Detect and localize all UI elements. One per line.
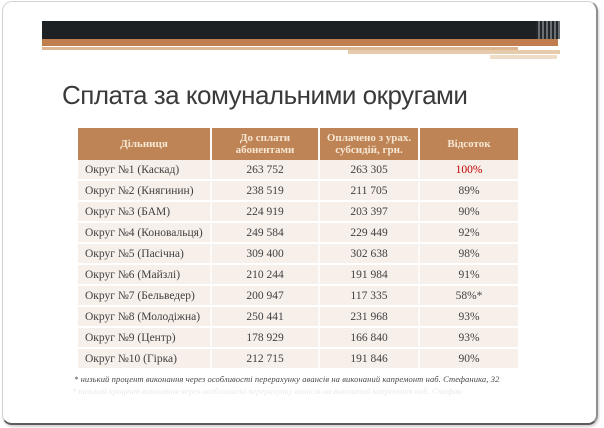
header-due: До сплати абонентами [212, 128, 320, 160]
banner-tan-stripe-1 [42, 47, 518, 50]
banner-stripe-accent [536, 21, 560, 39]
due-cell: 263 752 [212, 160, 320, 179]
due-cell: 309 400 [212, 244, 320, 263]
due-cell: 212 715 [212, 349, 320, 368]
due-cell: 210 244 [212, 265, 320, 284]
district-cell: Округ №9 (Центр) [78, 328, 212, 347]
paid-cell: 117 335 [320, 286, 420, 305]
percent-cell: 98% [458, 247, 480, 260]
due-cell: 224 919 [212, 202, 320, 221]
due-cell: 249 584 [212, 223, 320, 242]
district-cell: Округ №2 (Княгинин) [78, 181, 212, 200]
due-cell: 178 929 [212, 328, 320, 347]
paid-cell: 229 449 [320, 223, 420, 242]
banner-orange-bar [42, 39, 558, 46]
due-cell: 200 947 [212, 286, 320, 305]
table-body: Округ №1 (Каскад) 263 752 263 305 100% Округ… [78, 160, 518, 370]
district-cell: Округ №4 (Коновальця) [78, 223, 212, 242]
paid-cell: 263 305 [320, 160, 420, 179]
table-row: Округ №1 (Каскад) 263 752 263 305 100% [78, 160, 518, 181]
table-row: Округ №3 (БАМ) 224 919 203 397 90% [78, 202, 518, 223]
district-cell: Округ №6 (Майзлі) [78, 265, 212, 284]
banner-black-bar [42, 21, 553, 39]
percent-cell: 93% [458, 331, 480, 344]
table-row: Округ №5 (Пасічна) 309 400 302 638 98% [78, 244, 518, 265]
district-cell: Округ №3 (БАМ) [78, 202, 212, 221]
footnote: * низький процент виконання через особли… [74, 374, 500, 384]
paid-cell: 211 705 [320, 181, 420, 200]
due-cell: 238 519 [212, 181, 320, 200]
district-cell: Округ №10 (Гірка) [78, 349, 212, 368]
table-row: Округ №7 (Бельведер) 200 947 117 335 58%* [78, 286, 518, 307]
percent-cell: 100% [455, 163, 483, 176]
paid-cell: 166 840 [320, 328, 420, 347]
table-row: Округ №4 (Коновальця) 249 584 229 449 92% [78, 223, 518, 244]
district-cell: Округ №5 (Пасічна) [78, 244, 212, 263]
percent-cell: 92% [458, 226, 480, 239]
paid-cell: 191 984 [320, 265, 420, 284]
percent-cell: 91% [458, 268, 480, 281]
header-paid: Оплачено з урах. субсидій, грн. [320, 128, 420, 160]
due-cell: 250 441 [212, 307, 320, 326]
district-cell: Округ №7 (Бельведер) [78, 286, 212, 305]
table-row: Округ №8 (Молодіжна) 250 441 231 968 93% [78, 307, 518, 328]
paid-cell: 302 638 [320, 244, 420, 263]
percent-cell: 90% [458, 352, 480, 365]
paid-cell: 231 968 [320, 307, 420, 326]
percent-cell: 93% [458, 310, 480, 323]
table-row: Округ №10 (Гірка) 212 715 191 846 90% [78, 349, 518, 370]
percent-cell: 89% [458, 184, 480, 197]
slide-title: Сплата за комунальними округами [62, 80, 468, 110]
paid-cell: 203 397 [320, 202, 420, 221]
percent-cell: 58%* [455, 289, 483, 302]
district-cell: Округ №1 (Каскад) [78, 160, 212, 179]
paid-cell: 191 846 [320, 349, 420, 368]
table-row: Округ №2 (Княгинин) 238 519 211 705 89% [78, 181, 518, 202]
table-row: Округ №9 (Центр) 178 929 166 840 93% [78, 328, 518, 349]
payments-table: Дільниця До сплати абонентами Оплачено з… [78, 128, 518, 370]
table-row: Округ №6 (Майзлі) 210 244 191 984 91% [78, 265, 518, 286]
header-district: Дільниця [78, 128, 212, 160]
header-percent: Відсоток [447, 138, 491, 150]
banner-tan-stripe-3 [490, 55, 557, 59]
percent-cell: 90% [458, 205, 480, 218]
footnote-ghost: * низький процент виконання через особли… [72, 386, 462, 396]
banner-tan-stripe-2 [348, 50, 560, 54]
table-header-row: Дільниця До сплати абонентами Оплачено з… [78, 128, 518, 160]
district-cell: Округ №8 (Молодіжна) [78, 307, 212, 326]
